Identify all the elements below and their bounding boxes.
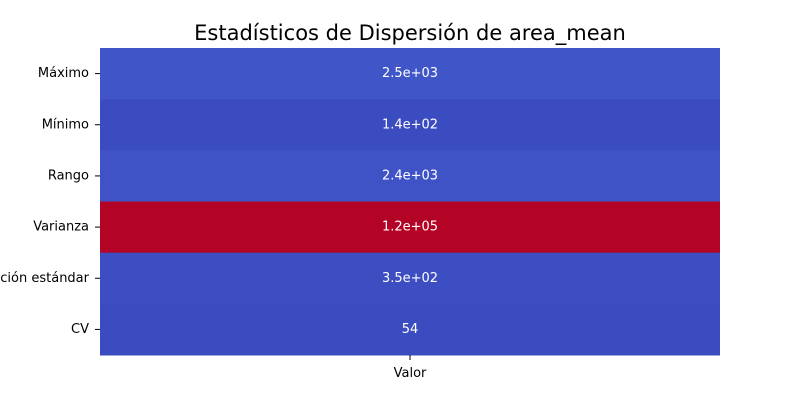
cell-value-label: 3.5e+02 — [382, 271, 438, 286]
cell-value-label: 1.2e+05 — [382, 220, 438, 235]
chart-title: Estadísticos de Dispersión de area_mean — [194, 21, 626, 46]
heatmap-cell — [100, 303, 720, 356]
y-tick-label: Varianza — [33, 220, 89, 235]
cell-value-label: 2.5e+03 — [382, 66, 438, 81]
y-tick-label: Mínimo — [42, 117, 89, 132]
y-tick-label: Desviación estándar — [0, 271, 90, 286]
y-tick-label: Rango — [48, 168, 89, 183]
heatmap-cell — [100, 48, 720, 100]
y-tick-label: CV — [71, 322, 89, 337]
heatmap-cell — [100, 99, 720, 151]
x-tick-label: Valor — [394, 366, 427, 381]
cell-value-label: 54 — [402, 322, 419, 337]
cell-value-label: 2.4e+03 — [382, 168, 438, 183]
heatmap-cell — [100, 252, 720, 305]
cell-value-label: 1.4e+02 — [382, 117, 438, 132]
heatmap-cell — [100, 150, 720, 202]
heatmap-cells: 2.5e+03 1.4e+02 2.4e+03 1.2e+05 3.5e+02 54 — [100, 48, 720, 356]
x-axis: Valor — [394, 355, 427, 381]
y-tick-label: Máximo — [38, 66, 89, 81]
y-axis-labels: Máximo Mínimo Rango Varianza Desviación está… — [0, 66, 100, 337]
heatmap-cell — [100, 201, 720, 254]
